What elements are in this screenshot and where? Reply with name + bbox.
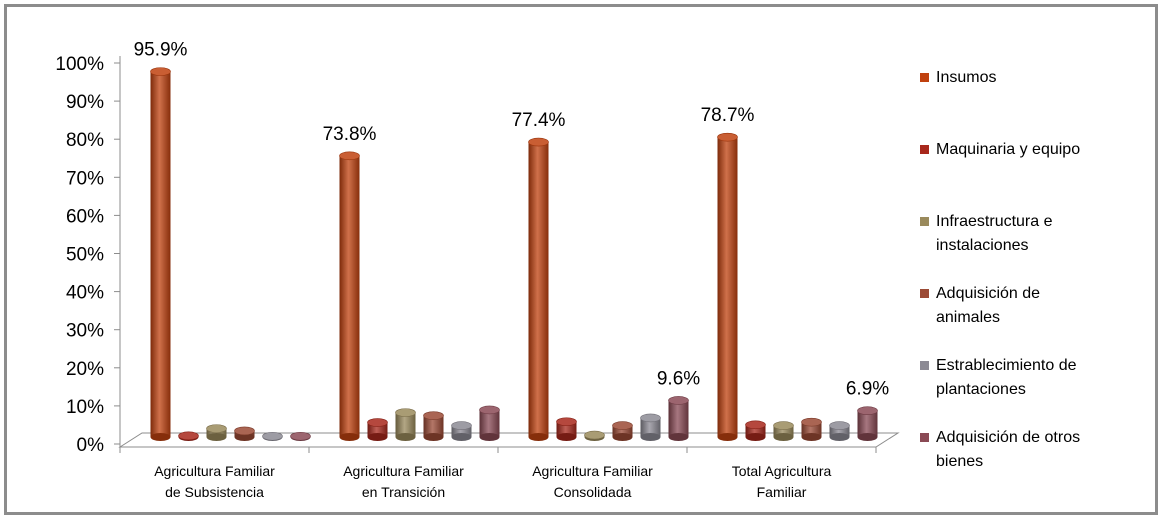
x-tick-label: en Transición xyxy=(362,484,445,500)
y-tick-label: 90% xyxy=(66,92,104,113)
bar xyxy=(745,420,766,441)
bar xyxy=(612,421,633,441)
legend-swatch xyxy=(920,73,929,82)
plot-floor xyxy=(118,432,900,448)
bar xyxy=(640,413,661,441)
bar xyxy=(584,430,605,441)
data-label: 95.9% xyxy=(134,40,188,61)
x-tick-label: Total Agricultura xyxy=(732,463,832,479)
y-tick-label: 100% xyxy=(55,54,104,75)
data-label: 9.6% xyxy=(657,368,700,389)
bar xyxy=(829,421,850,441)
bar xyxy=(290,431,311,441)
bar xyxy=(528,137,549,441)
y-tick-label: 70% xyxy=(66,168,104,189)
legend-item: Infraestructura e instalaciones xyxy=(920,213,1053,254)
data-label: 73.8% xyxy=(323,124,377,145)
legend-label: Insumos xyxy=(936,69,996,86)
bar xyxy=(262,431,283,441)
data-label: 78.7% xyxy=(701,105,755,126)
legend-label: plantaciones xyxy=(936,381,1026,398)
legend-label: Adquisición de otros xyxy=(936,429,1080,446)
data-label: 77.4% xyxy=(512,110,566,131)
bar xyxy=(367,418,388,441)
y-tick-label: 20% xyxy=(66,359,104,380)
legend-label: bienes xyxy=(936,453,983,470)
bar xyxy=(234,426,255,441)
y-tick-label: 40% xyxy=(66,283,104,304)
chart-frame xyxy=(4,4,1158,515)
bar xyxy=(178,431,199,441)
y-tick-label: 30% xyxy=(66,321,104,342)
bar xyxy=(801,417,822,441)
bar xyxy=(857,406,878,441)
bar xyxy=(668,396,689,441)
legend-label: Adquisición de xyxy=(936,285,1040,302)
legend-label: Infraestructura e xyxy=(936,213,1053,230)
legend-item: Adquisición de animales xyxy=(920,285,1040,326)
legend-label: instalaciones xyxy=(936,237,1029,254)
bar xyxy=(773,421,794,441)
legend-swatch xyxy=(920,433,929,442)
y-tick-label: 50% xyxy=(66,245,104,266)
x-tick-label: Familiar xyxy=(757,484,807,500)
x-tick-label: Consolidada xyxy=(554,484,632,500)
bar xyxy=(395,408,416,441)
bar xyxy=(423,411,444,441)
y-tick-label: 60% xyxy=(66,206,104,227)
bar xyxy=(206,424,227,441)
legend-swatch xyxy=(920,145,929,154)
legend-swatch xyxy=(920,217,929,226)
legend-label: animales xyxy=(936,309,1000,326)
legend-label: Estrablecimiento de xyxy=(936,357,1077,374)
x-tick-label: Agricultura Familiar xyxy=(532,463,653,479)
bar xyxy=(339,151,360,441)
bar xyxy=(717,132,738,441)
legend-item: Estrablecimiento de plantaciones xyxy=(920,357,1077,398)
legend-item: Maquinaria y equipo xyxy=(920,141,1080,158)
y-tick-label: 10% xyxy=(66,397,104,418)
bar xyxy=(451,421,472,441)
bar xyxy=(556,417,577,441)
y-tick-label: 0% xyxy=(77,435,105,456)
legend-swatch xyxy=(920,361,929,370)
legend-item: Adquisición de otros bienes xyxy=(920,429,1080,470)
x-tick-label: Agricultura Familiar xyxy=(343,463,464,479)
y-tick-label: 80% xyxy=(66,130,104,151)
legend-swatch xyxy=(920,289,929,298)
x-tick-label: de Subsistencia xyxy=(165,484,264,500)
bar xyxy=(150,67,171,441)
data-label: 6.9% xyxy=(846,379,889,400)
bar xyxy=(479,405,500,441)
legend-label: Maquinaria y equipo xyxy=(936,141,1080,158)
x-tick-label: Agricultura Familiar xyxy=(154,463,275,479)
legend-item: Insumos xyxy=(920,69,996,86)
